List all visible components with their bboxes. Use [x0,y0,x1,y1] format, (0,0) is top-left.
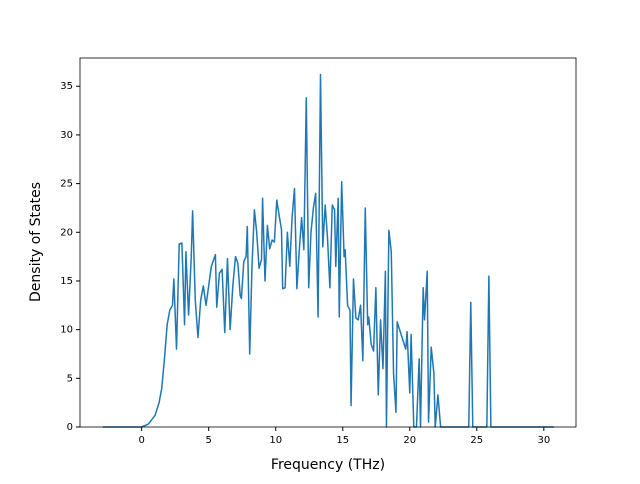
x-axis-label: Frequency (THz) [271,457,385,473]
y-tick-label: 5 [67,373,73,384]
y-axis-label: Density of States [28,182,44,302]
y-tick-label: 0 [67,422,73,433]
x-tick-label: 30 [537,435,550,446]
y-tick-label: 20 [60,227,73,238]
y-tick-label: 15 [60,276,73,287]
x-tick-label: 20 [403,435,416,446]
line [102,73,554,428]
x-tick-label: 15 [336,435,349,446]
x-tick-label: 5 [206,435,212,446]
x-tick-label: 10 [269,435,282,446]
y-tick-label: 25 [60,179,73,190]
x-tick-label: 25 [470,435,483,446]
plot-frame [79,57,577,428]
y-tick-label: 30 [60,130,73,141]
x-tick-label: 0 [138,435,144,446]
y-tick-label: 10 [60,325,73,336]
y-tick-label: 35 [60,81,73,92]
